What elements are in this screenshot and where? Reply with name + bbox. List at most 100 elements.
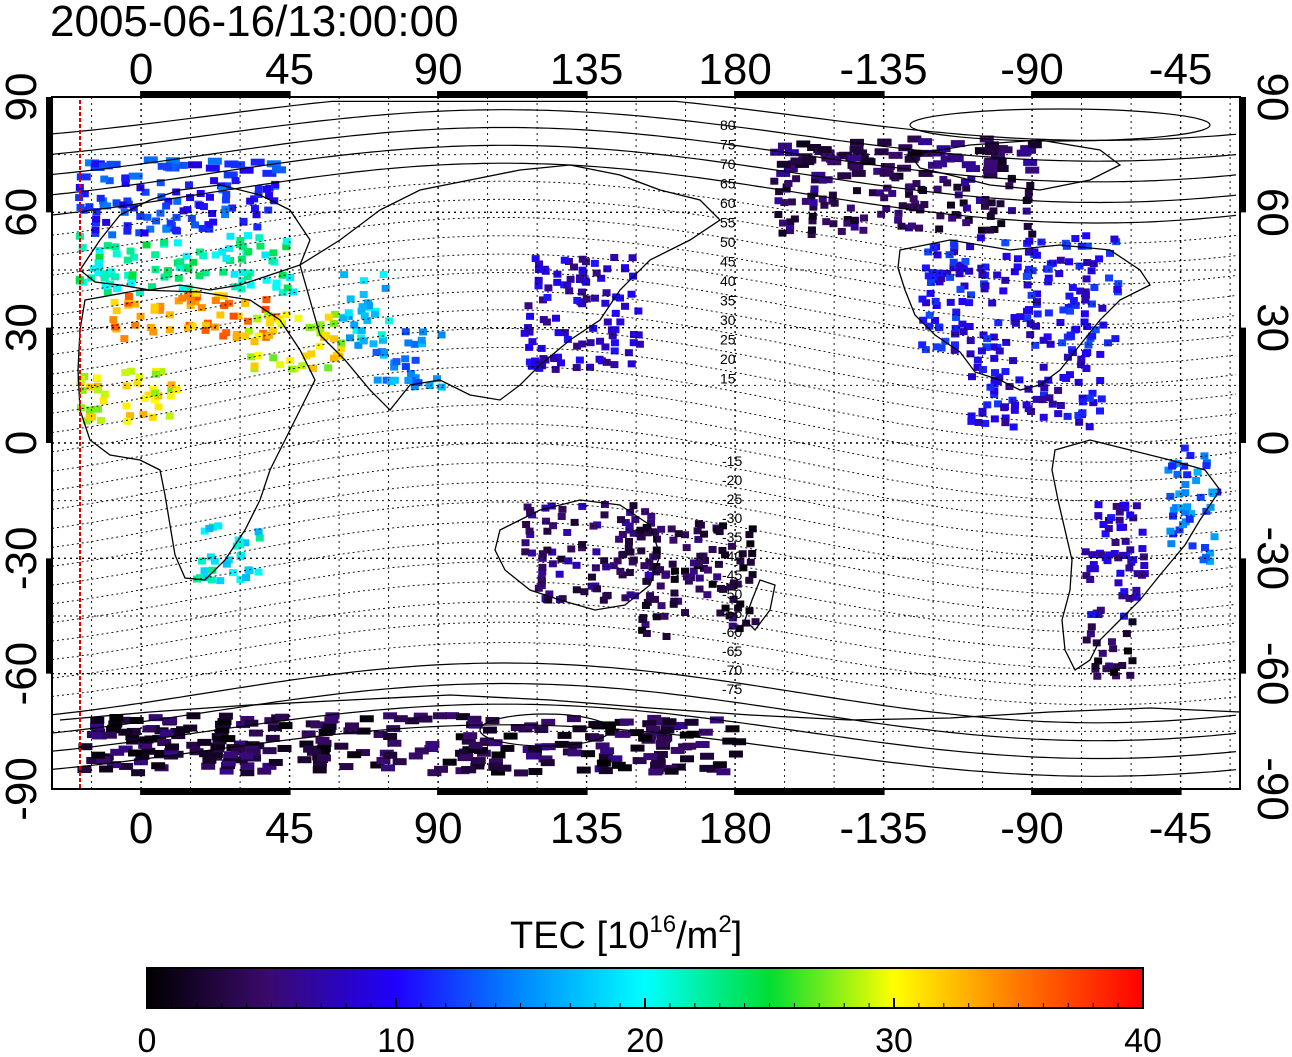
tec-cell-asia-central	[379, 271, 388, 279]
tec-cell-arabia	[337, 344, 346, 352]
tec-cell-north-america	[925, 322, 934, 330]
tec-cell-east-asia	[629, 339, 638, 347]
tec-cell-north-america	[1068, 284, 1077, 292]
tec-cell-australia	[619, 550, 628, 558]
tec-cell-patagonia	[1123, 647, 1132, 655]
tec-cell-siberia-alaska	[818, 176, 827, 184]
tec-cell-australia	[624, 544, 633, 552]
tec-cell-antarctica	[312, 760, 327, 768]
tec-cell-antarctica	[463, 732, 478, 740]
tec-cell-europe-north	[264, 206, 273, 214]
tec-cell-antarctica	[383, 712, 398, 720]
tec-cell-africa-south	[228, 569, 237, 577]
tec-cell-asia-central	[339, 314, 348, 322]
tec-cell-south-america-east	[1173, 470, 1182, 478]
tec-cell-antarctica	[345, 722, 360, 730]
tec-cell-pacific-south	[684, 577, 693, 585]
tec-cell-mediterranean	[262, 296, 271, 304]
tec-cell-pacific-south	[713, 573, 722, 581]
tec-cell-antarctica	[566, 715, 581, 723]
tec-cell-antarctica	[405, 717, 420, 725]
tec-cell-europe-central	[226, 232, 235, 240]
tec-cell-antarctica	[110, 748, 125, 756]
tec-cell-pacific-south	[681, 531, 690, 539]
tec-cell-siberia-alaska	[989, 207, 998, 215]
tec-cell-mediterranean	[112, 307, 121, 315]
tec-cell-east-asia	[602, 358, 611, 366]
tec-cell-siberia-alaska	[894, 209, 903, 217]
tec-cell-east-asia	[610, 361, 619, 369]
tec-cell-europe-north	[254, 185, 263, 193]
colorbar-tick-label: 20	[626, 1022, 664, 1057]
tec-cell-east-asia	[586, 363, 595, 371]
tec-cell-africa-west	[149, 386, 158, 394]
contour-label: 30	[720, 312, 736, 328]
tec-cell-australia	[557, 555, 566, 563]
tec-cell-australia	[544, 596, 553, 604]
tec-cell-mediterranean	[150, 303, 159, 311]
tec-cell-siberia-alaska	[898, 202, 907, 210]
tec-cell-australia	[618, 530, 627, 538]
tec-cell-australia	[557, 512, 566, 520]
tec-cell-europe-north	[222, 191, 231, 199]
tec-cell-antarctica	[325, 712, 340, 720]
tec-cell-europe-central	[128, 275, 137, 283]
contour-label: 75	[720, 137, 736, 153]
tec-cell-africa-south	[197, 557, 206, 565]
tec-cell-australia	[629, 556, 638, 564]
tec-cell-north-america	[1001, 239, 1010, 247]
tec-cell-europe-north	[141, 188, 150, 196]
tec-cell-arabia	[244, 327, 253, 335]
tec-cell-antarctica	[240, 715, 255, 723]
tec-cell-europe-central	[225, 245, 234, 253]
tec-cell-antarctica	[109, 714, 124, 722]
tec-cell-asia-central	[377, 331, 386, 339]
tec-cell-antarctica	[233, 740, 248, 748]
tec-cell-south-america-east	[1166, 492, 1175, 500]
bottom-lon-tick-label: -45	[1149, 804, 1213, 853]
tec-cell-europe-central	[237, 255, 246, 263]
tec-cell-pacific-south	[656, 582, 665, 590]
tec-cell-north-america	[1032, 298, 1041, 306]
tec-cell-patagonia	[1122, 630, 1131, 638]
tec-cell-mediterranean	[268, 327, 277, 335]
tec-cell-north-america	[988, 299, 997, 307]
tec-cell-europe-central	[103, 242, 112, 250]
tec-cell-north-america	[950, 242, 959, 250]
tec-cell-antarctica	[455, 749, 470, 757]
tec-cell-siberia-alaska	[974, 147, 989, 155]
tec-cell-siberia-alaska	[983, 171, 998, 179]
tec-cell-south-america-east	[1172, 504, 1181, 512]
tec-cell-asia-central	[359, 290, 368, 298]
tec-cell-europe-north	[179, 207, 188, 215]
tec-cell-central-america	[1001, 414, 1010, 422]
tec-cell-south-america	[1114, 554, 1123, 562]
tec-cell-mediterranean	[146, 323, 155, 331]
tec-cell-europe-north	[187, 161, 202, 169]
tec-cell-australia	[534, 584, 543, 592]
contour-label: -70	[722, 662, 742, 678]
tec-cell-antarctica	[199, 750, 214, 758]
tec-cell-antarctica	[572, 725, 587, 733]
tec-cell-north-america	[955, 263, 964, 271]
tec-cell-africa-west	[167, 381, 176, 389]
tec-cell-siberia-alaska	[809, 203, 818, 211]
north-pole-contour	[909, 108, 1211, 142]
tec-cell-europe-central	[189, 258, 198, 266]
tec-cell-europe-north	[224, 160, 239, 168]
tec-cell-north-america	[937, 344, 946, 352]
tec-cell-siberia-alaska	[909, 195, 918, 203]
tec-cell-central-america	[966, 350, 975, 358]
tec-cell-east-asia	[610, 253, 619, 261]
tec-cell-south-america	[1101, 530, 1110, 538]
tec-cell-europe-central	[195, 272, 204, 280]
tec-cell-patagonia	[1109, 645, 1118, 653]
tec-cell-antarctica	[107, 761, 122, 769]
tec-cell-europe-central	[243, 273, 252, 281]
tec-cell-north-america	[1083, 258, 1092, 266]
tec-cell-arabia	[294, 314, 303, 322]
tec-cell-central-america	[1000, 403, 1009, 411]
tec-cell-antarctica	[91, 732, 106, 740]
tec-cell-east-asia	[627, 360, 636, 368]
contour-label: 15	[720, 371, 736, 387]
